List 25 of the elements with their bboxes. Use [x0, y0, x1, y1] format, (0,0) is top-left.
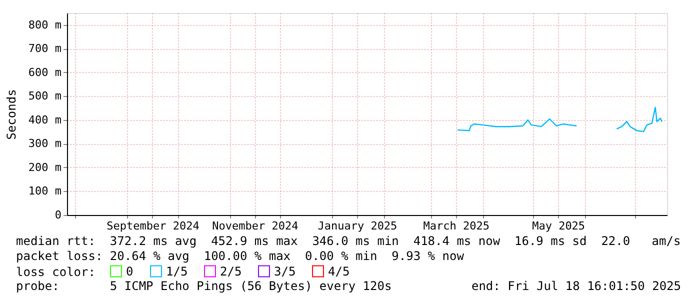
- x-tick-label: March 2025: [423, 220, 490, 232]
- x-tick-label: November 2024: [212, 220, 299, 232]
- text: packet loss: 20.64 % avg 100.00 % max 0.00 % min 9.93 % now: [16, 249, 465, 263]
- x-tick-label: May 2025: [532, 220, 586, 232]
- legend-label: 4/5: [328, 264, 350, 278]
- y-tick-label: 700 m: [28, 42, 62, 56]
- text: end: Fri Jul 18 16:01:50 2025: [471, 279, 681, 293]
- y-axis-title: Seconds: [4, 89, 18, 140]
- y-tick-label: 100 m: [28, 184, 62, 198]
- y-tick-label: 200 m: [28, 160, 62, 174]
- y-tick-label: 0: [54, 208, 62, 222]
- y-tick-label: 800 m: [28, 18, 62, 32]
- legend-title: loss color:: [16, 265, 96, 279]
- y-tick-label: 500 m: [28, 90, 62, 103]
- x-tick-label: September 2024: [106, 220, 200, 232]
- text: median rtt: 372.2 ms avg 452.9 ms max 346.0 ms min 418.4 ms now 16.9 ms sd 22.0 am/s: [16, 234, 681, 248]
- text: probe: 5 ICMP Echo Pings (56 Bytes) every 120s: [16, 279, 392, 293]
- x-tick-label: January 2025: [318, 220, 398, 232]
- legend-label: 1/5: [166, 264, 188, 278]
- y-tick-label: 600 m: [28, 66, 62, 79]
- legend-label: 2/5: [220, 264, 242, 278]
- y-tick-label: 300 m: [28, 137, 62, 150]
- y-tick-label: 400 m: [28, 113, 62, 126]
- legend-label: 0: [126, 264, 134, 278]
- legend-label: 3/5: [274, 264, 296, 278]
